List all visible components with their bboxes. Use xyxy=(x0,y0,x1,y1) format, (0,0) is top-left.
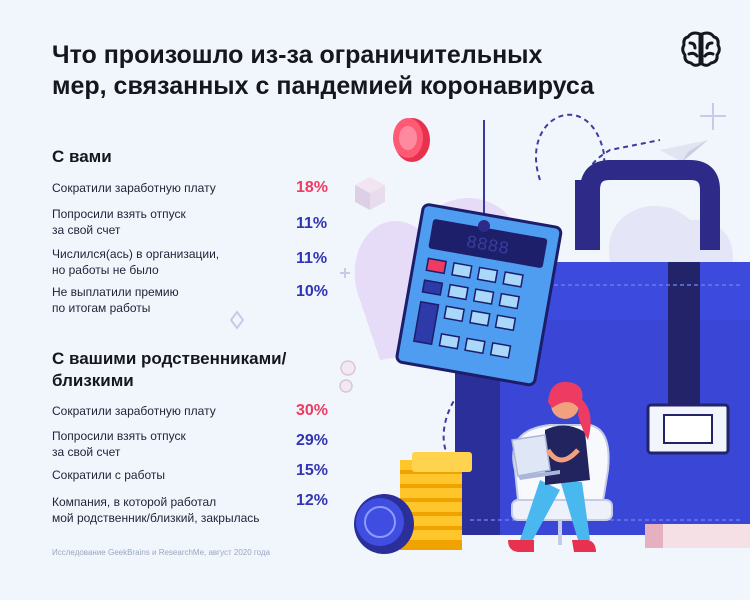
row-value: 30% xyxy=(296,402,329,419)
sparkle-icon xyxy=(229,103,726,330)
brain-icon xyxy=(681,31,721,67)
calculator-icon: 8888 xyxy=(395,203,563,387)
row-label: Сократили заработную плату xyxy=(52,181,216,195)
coin-stack-icon xyxy=(354,452,472,554)
coin-icon xyxy=(393,118,430,162)
row-value: 12% xyxy=(296,492,329,509)
section-title-you: С вами xyxy=(52,147,112,166)
cube-icon xyxy=(355,177,385,210)
row-label: Не выплатили премию по итогам работы xyxy=(52,285,179,315)
woman-with-laptop-icon xyxy=(508,381,613,552)
row-label: Попросили взять отпуск за свой счет xyxy=(52,429,186,459)
row-value: 10% xyxy=(296,283,329,300)
pin-icon xyxy=(339,360,356,393)
row-label: Попросили взять отпуск за свой счет xyxy=(52,207,186,237)
row-value: 29% xyxy=(296,432,329,449)
row-label: Сократили заработную плату xyxy=(52,404,216,418)
row-value: 15% xyxy=(296,462,329,479)
footnote: Исследование GeekBrains и ResearchMe, ав… xyxy=(52,548,271,557)
row-label: Числился(ась) в организации, но работы н… xyxy=(52,247,220,277)
row-value: 18% xyxy=(296,179,329,196)
row-value: 11% xyxy=(296,250,328,267)
section-title-relatives: С вашими родственниками/ близкими xyxy=(52,349,287,390)
row-label: Сократили с работы xyxy=(52,468,165,482)
row-label: Компания, в которой работал мой родствен… xyxy=(52,495,260,525)
row-value: 11% xyxy=(296,215,328,232)
page-title: Что произошло из-за ограничительных мер,… xyxy=(52,41,595,100)
paper-plane-icon xyxy=(660,140,708,162)
